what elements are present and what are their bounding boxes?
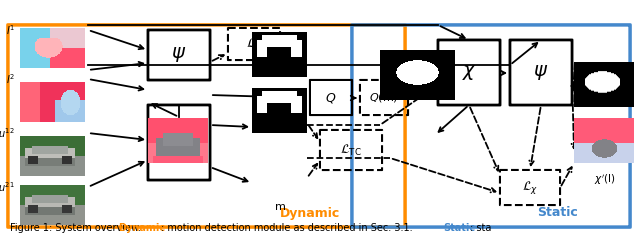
Text: m: m — [275, 202, 285, 212]
Text: $Q(\mathrm{m})$: $Q(\mathrm{m})$ — [369, 91, 399, 105]
Text: $\phi$: $\phi$ — [172, 132, 186, 154]
Text: Figure 1: System overview.: Figure 1: System overview. — [10, 223, 144, 233]
Text: Dynamic: Dynamic — [118, 223, 166, 233]
Text: $\mathcal{L}_{\mathrm{TC}}$: $\mathcal{L}_{\mathrm{TC}}$ — [340, 142, 362, 157]
Text: $u^{12}$: $u^{12}$ — [0, 126, 15, 140]
Text: $I^2$: $I^2$ — [6, 72, 15, 86]
Text: $\mathcal{L}_{\chi}$: $\mathcal{L}_{\chi}$ — [522, 180, 538, 196]
Text: Static: Static — [538, 207, 579, 219]
Text: $\psi$: $\psi$ — [533, 63, 548, 82]
Text: $\chi'(\mathrm{I})$: $\chi'(\mathrm{I})$ — [594, 173, 616, 187]
Text: $\chi$: $\chi$ — [461, 63, 477, 82]
Text: : motion detection module as described in Sec. 3.1.: : motion detection module as described i… — [161, 223, 416, 233]
Text: $\mathcal{L}_{\mathrm{A}}$: $\mathcal{L}_{\mathrm{A}}$ — [246, 36, 262, 51]
Text: $u^{21}$: $u^{21}$ — [0, 180, 15, 194]
Text: Dynamic: Dynamic — [280, 207, 340, 219]
Text: $Q$: $Q$ — [325, 91, 337, 105]
Text: Static: Static — [444, 223, 476, 233]
Text: $I^1$: $I^1$ — [6, 23, 15, 37]
Text: $\psi$: $\psi$ — [172, 46, 187, 64]
Text: : sta: : sta — [470, 223, 492, 233]
